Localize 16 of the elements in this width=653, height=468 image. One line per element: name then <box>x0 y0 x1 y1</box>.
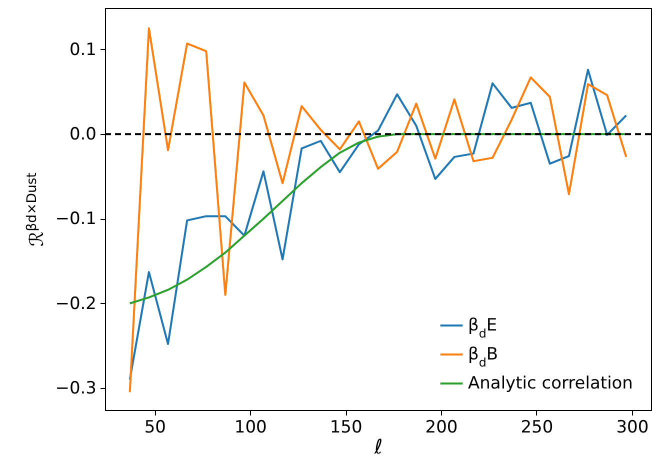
x-tick-label: 50 <box>144 418 166 438</box>
x-tick-label: 250 <box>520 418 554 438</box>
y-tick-label: 0.1 <box>69 40 96 60</box>
x-tick-label: 300 <box>616 418 649 438</box>
x-tick-label: 200 <box>425 418 458 438</box>
legend-label: β$_{d}$B <box>468 344 498 370</box>
x-axis-title: ℓ <box>373 434 383 458</box>
y-tick-label: 0.0 <box>69 124 96 145</box>
x-tick-label: 150 <box>330 418 362 438</box>
line-series <box>128 133 628 304</box>
y-tick-label: −0.2 <box>55 294 96 314</box>
y-tick-label: −0.3 <box>55 378 96 398</box>
legend-label: β$_{d}$E <box>468 316 498 340</box>
y-tick-label: −0.1 <box>55 209 96 230</box>
x-tick-label: 100 <box>234 418 267 438</box>
legend-label: Analytic correlation <box>468 374 633 394</box>
